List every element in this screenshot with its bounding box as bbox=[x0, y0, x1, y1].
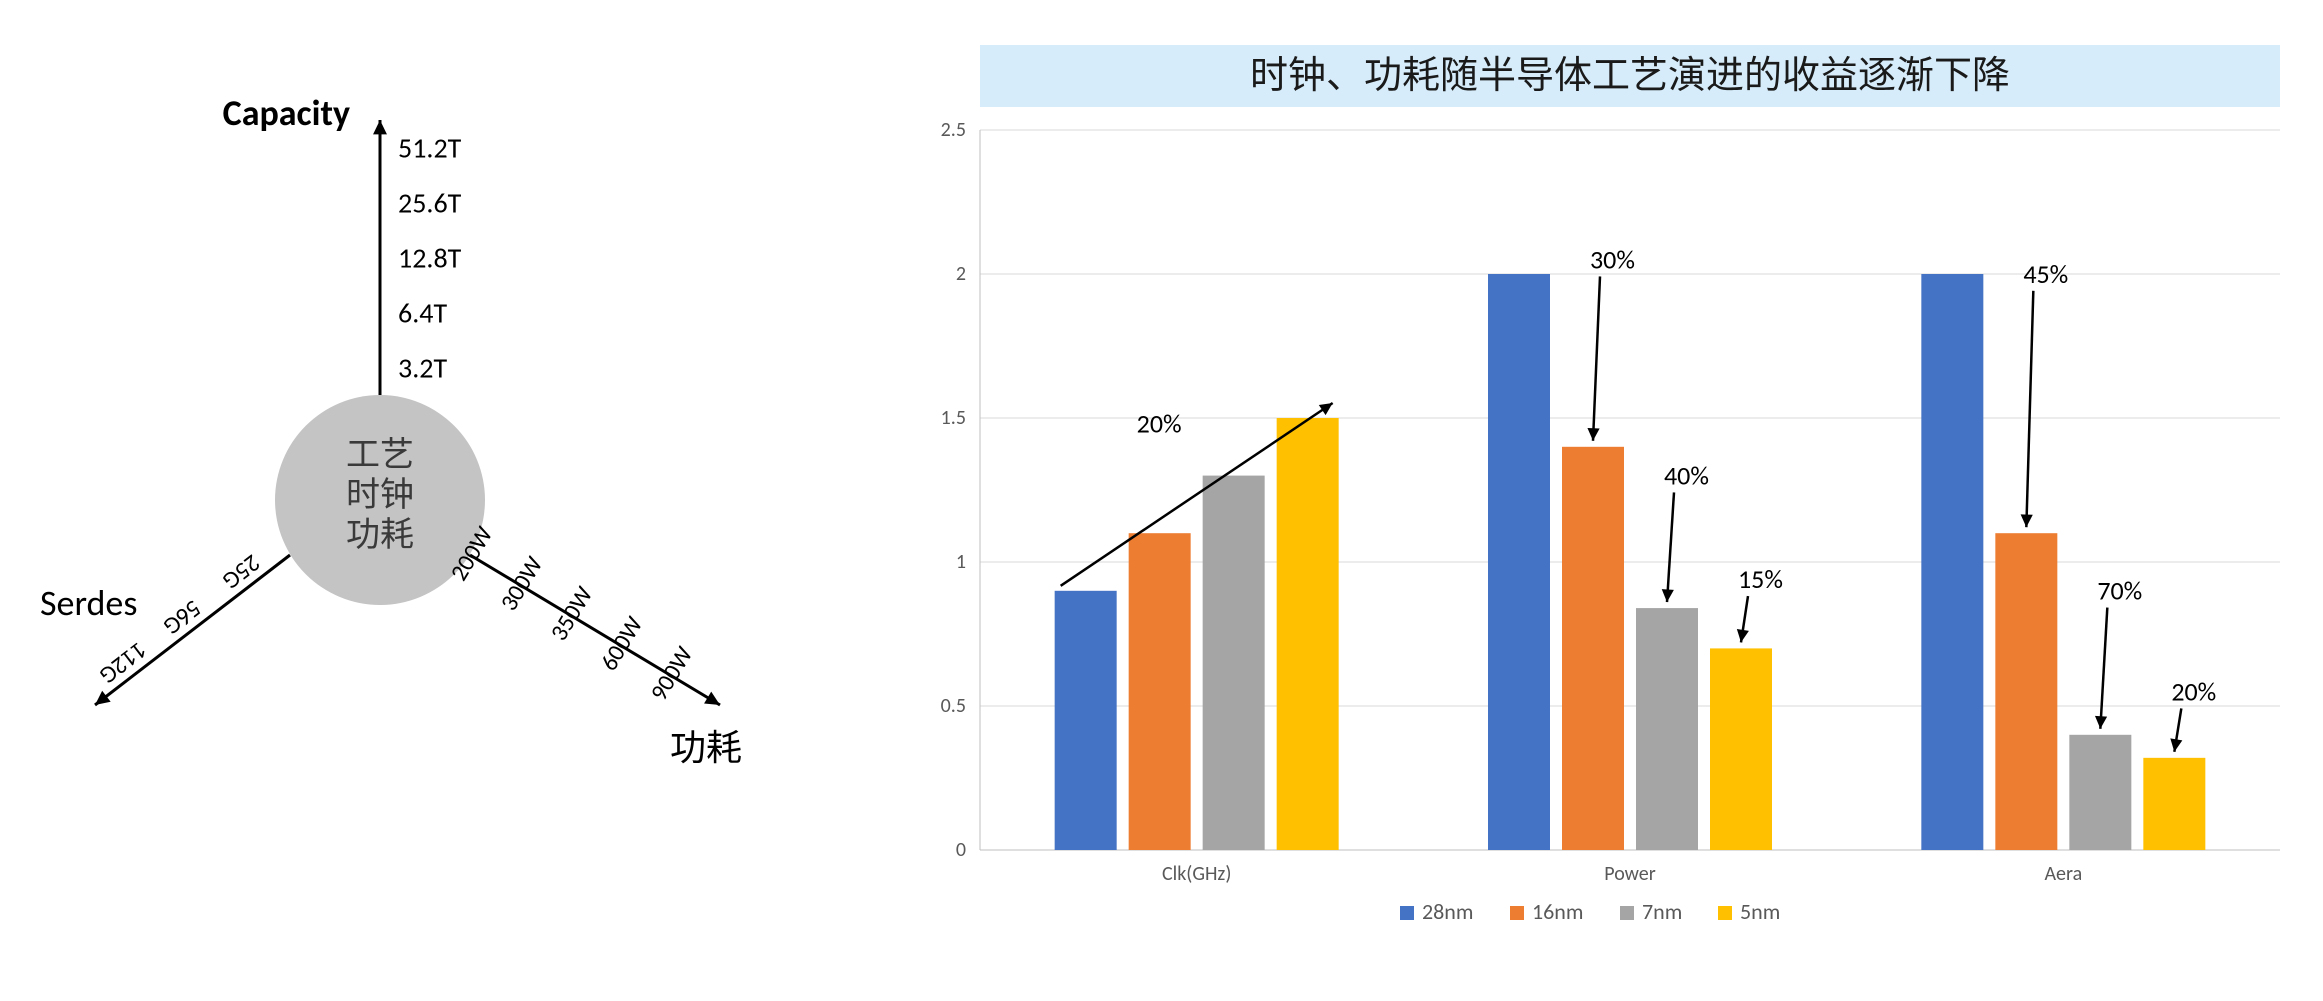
svg-text:25G: 25G bbox=[217, 548, 266, 595]
svg-text:40%: 40% bbox=[1664, 459, 1709, 491]
svg-text:Clk(GHz): Clk(GHz) bbox=[1162, 862, 1231, 886]
svg-text:28nm: 28nm bbox=[1422, 898, 1473, 925]
svg-text:Power: Power bbox=[1604, 862, 1655, 886]
svg-text:6.4T: 6.4T bbox=[398, 296, 447, 331]
svg-text:时钟: 时钟 bbox=[346, 477, 414, 514]
svg-text:12.8T: 12.8T bbox=[398, 241, 462, 276]
svg-text:2.5: 2.5 bbox=[941, 118, 966, 142]
svg-text:56G: 56G bbox=[158, 594, 207, 641]
svg-text:3.2T: 3.2T bbox=[398, 351, 447, 386]
svg-text:5nm: 5nm bbox=[1740, 898, 1780, 925]
svg-text:工艺: 工艺 bbox=[346, 437, 414, 474]
svg-text:15%: 15% bbox=[1738, 563, 1783, 595]
svg-text:20%: 20% bbox=[1137, 407, 1182, 439]
svg-text:功耗: 功耗 bbox=[346, 517, 414, 554]
chart-title: 时钟、功耗随半导体工艺演进的收益逐渐下降 bbox=[980, 45, 2280, 107]
svg-text:1.5: 1.5 bbox=[941, 406, 966, 430]
svg-text:Serdes: Serdes bbox=[40, 581, 137, 625]
svg-text:25.6T: 25.6T bbox=[398, 186, 462, 221]
svg-text:0: 0 bbox=[956, 838, 966, 862]
svg-text:16nm: 16nm bbox=[1532, 898, 1583, 925]
svg-text:Aera: Aera bbox=[2044, 862, 2082, 886]
svg-text:51.2T: 51.2T bbox=[398, 131, 462, 166]
svg-text:功耗: 功耗 bbox=[670, 728, 742, 768]
svg-text:900W: 900W bbox=[644, 641, 699, 706]
svg-text:45%: 45% bbox=[2023, 258, 2068, 290]
right-chart-panel: 时钟、功耗随半导体工艺演进的收益逐渐下降 0 0.5 1 1.5 2 2.5 Clk(GHz… bbox=[900, 0, 2323, 996]
svg-text:112G: 112G bbox=[94, 635, 153, 689]
svg-text:1: 1 bbox=[956, 550, 966, 574]
svg-text:2: 2 bbox=[956, 262, 966, 286]
svg-text:300W: 300W bbox=[494, 551, 549, 616]
left-triaxis-diagram: 工艺时钟功耗Capacity3.2T6.4T12.8T25.6T51.2TSer… bbox=[0, 0, 900, 996]
svg-text:70%: 70% bbox=[2097, 575, 2142, 607]
svg-text:7nm: 7nm bbox=[1642, 898, 1682, 925]
svg-text:350W: 350W bbox=[544, 581, 599, 646]
svg-text:20%: 20% bbox=[2171, 675, 2216, 707]
svg-text:30%: 30% bbox=[1590, 243, 1635, 275]
svg-text:600W: 600W bbox=[594, 611, 649, 676]
svg-text:0.5: 0.5 bbox=[941, 694, 966, 718]
svg-text:Capacity: Capacity bbox=[223, 91, 350, 135]
